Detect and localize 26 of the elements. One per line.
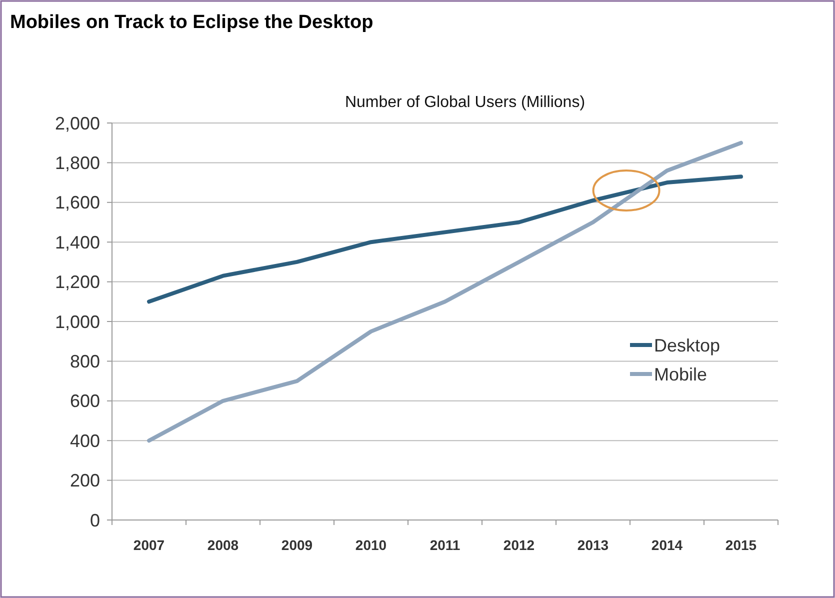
y-tick-label: 1,600 [54,192,100,213]
x-tick-label: 2012 [503,537,535,553]
x-tick-label: 2007 [133,537,165,553]
y-tick-label: 400 [70,430,100,451]
y-tick-label: 800 [70,352,100,372]
line-series [147,174,743,304]
x-tick-label: 2013 [577,537,609,553]
y-tick-label: 0 [90,510,100,530]
line-series [147,140,743,443]
x-tick-label: 2010 [355,537,387,553]
y-tick-label: 1,200 [54,272,100,292]
x-tick-label: 2011 [430,537,460,553]
x-tick-label: 2009 [281,537,313,553]
x-tick-label: 2008 [207,537,239,553]
chart-title: Mobiles on Track to Eclipse the Desktop [10,12,374,33]
chart-subtitle: Number of Global Users (Millions) [344,94,586,111]
x-tick-label: 2015 [725,537,757,553]
y-tick-label: 2,000 [54,113,100,134]
legend-label: Desktop [654,335,720,356]
y-tick-label: 600 [70,391,100,412]
legend-label: Mobile [654,364,708,384]
x-tick-label: 2014 [651,537,683,553]
y-tick-label: 1,000 [54,312,100,332]
y-tick-label: 200 [70,470,100,491]
y-tick-label: 1,400 [54,232,100,252]
y-tick-label: 1,800 [54,153,100,173]
